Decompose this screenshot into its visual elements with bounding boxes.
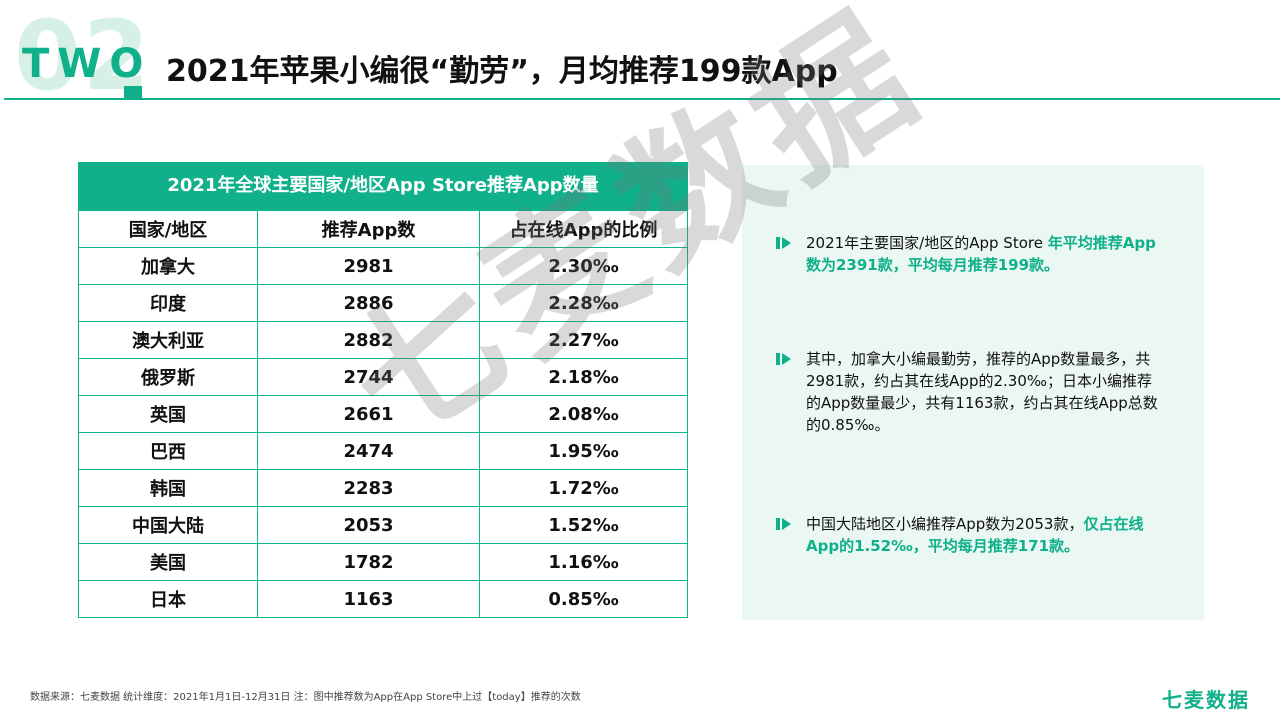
cell-count: 2474	[257, 432, 480, 470]
section-word: TWO	[22, 41, 152, 87]
cell-count: 2882	[257, 321, 480, 359]
cell-count: 2981	[257, 247, 480, 285]
table-row: 美国 1782 1.16‰	[78, 543, 688, 581]
cell-ratio: 2.28‰	[479, 284, 688, 322]
cell-count: 1163	[257, 580, 480, 618]
bullet-text: 中国大陆地区小编推荐App数为2053款，	[806, 515, 1084, 533]
cell-ratio: 1.95‰	[479, 432, 688, 470]
cell-region: 美国	[78, 543, 258, 581]
table-row: 印度 2886 2.28‰	[78, 284, 688, 322]
summary-bullet-3: 中国大陆地区小编推荐App数为2053款，仅占在线App的1.52‰，平均每月推…	[776, 513, 1161, 557]
cell-region: 日本	[78, 580, 258, 618]
cell-count: 2744	[257, 358, 480, 396]
table-row: 韩国 2283 1.72‰	[78, 469, 688, 507]
cell-region: 俄罗斯	[78, 358, 258, 396]
cell-region: 中国大陆	[78, 506, 258, 544]
cell-ratio: 1.52‰	[479, 506, 688, 544]
cell-count: 2886	[257, 284, 480, 322]
cell-region: 澳大利亚	[78, 321, 258, 359]
brand-logo: 七麦数据	[1162, 688, 1250, 712]
bullet-icon	[776, 518, 791, 530]
cell-ratio: 0.85‰	[479, 580, 688, 618]
recommendation-table: 2021年全球主要国家/地区App Store推荐App数量 国家/地区 推荐A…	[78, 162, 688, 618]
page-title: 2021年苹果小编很“勤劳”，月均推荐199款App	[166, 54, 838, 89]
cell-ratio: 1.16‰	[479, 543, 688, 581]
table-header-row: 国家/地区 推荐App数 占在线App的比例	[78, 210, 688, 248]
table-row: 加拿大 2981 2.30‰	[78, 247, 688, 285]
cell-count: 2283	[257, 469, 480, 507]
summary-panel	[742, 165, 1204, 620]
bullet-text: 其中，加拿大小编最勤劳，推荐的App数量最多，共2981款，约占其在线App的2…	[806, 350, 1158, 434]
cell-region: 巴西	[78, 432, 258, 470]
cell-ratio: 2.30‰	[479, 247, 688, 285]
bullet-highlight: 年平均推荐App数为2391款，平均每月推荐199款。	[806, 234, 1156, 274]
table-caption: 2021年全球主要国家/地区App Store推荐App数量	[78, 162, 688, 210]
cell-count: 1782	[257, 543, 480, 581]
column-header-region: 国家/地区	[78, 210, 258, 248]
cell-region: 印度	[78, 284, 258, 322]
column-header-count: 推荐App数	[257, 210, 480, 248]
table-row: 中国大陆 2053 1.52‰	[78, 506, 688, 544]
header-divider	[4, 98, 1280, 100]
table-row: 澳大利亚 2882 2.27‰	[78, 321, 688, 359]
cell-count: 2053	[257, 506, 480, 544]
cell-region: 加拿大	[78, 247, 258, 285]
cell-count: 2661	[257, 395, 480, 433]
bullet-icon	[776, 237, 791, 249]
table-row: 日本 1163 0.85‰	[78, 580, 688, 618]
table-row: 巴西 2474 1.95‰	[78, 432, 688, 470]
summary-bullet-1: 2021年主要国家/地区的App Store 年平均推荐App数为2391款，平…	[776, 232, 1161, 276]
cell-region: 英国	[78, 395, 258, 433]
column-header-ratio: 占在线App的比例	[479, 210, 688, 248]
bullet-highlight: 仅占在线App的1.52‰，平均每月推荐171款。	[806, 515, 1144, 555]
bullet-text: 2021年主要国家/地区的App Store	[806, 234, 1048, 252]
table-row: 俄罗斯 2744 2.18‰	[78, 358, 688, 396]
cell-region: 韩国	[78, 469, 258, 507]
source-note: 数据来源：七麦数据 统计维度：2021年1月1日-12月31日 注：图中推荐数为…	[30, 692, 581, 703]
table-row: 英国 2661 2.08‰	[78, 395, 688, 433]
section-accent-block	[124, 86, 142, 100]
cell-ratio: 2.27‰	[479, 321, 688, 359]
summary-bullet-2: 其中，加拿大小编最勤劳，推荐的App数量最多，共2981款，约占其在线App的2…	[776, 348, 1161, 436]
bullet-icon	[776, 353, 791, 365]
cell-ratio: 2.08‰	[479, 395, 688, 433]
cell-ratio: 1.72‰	[479, 469, 688, 507]
cell-ratio: 2.18‰	[479, 358, 688, 396]
